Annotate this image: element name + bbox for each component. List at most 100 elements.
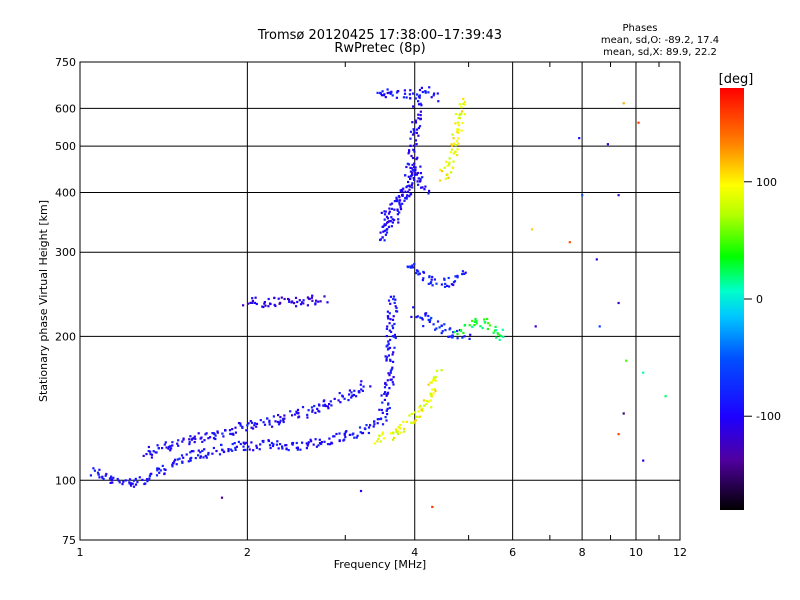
echo-point: [486, 317, 489, 321]
echo-point: [451, 334, 454, 337]
echo-point: [418, 272, 421, 275]
x-tick-label: 1: [77, 546, 84, 559]
echo-point: [96, 471, 100, 474]
echo-point: [404, 197, 407, 200]
echo-point: [141, 478, 144, 481]
echo-point: [387, 340, 390, 343]
echo-point: [350, 396, 353, 399]
echo-point: [397, 218, 400, 221]
echo-point: [398, 201, 401, 204]
echo-point: [481, 327, 484, 330]
echo-point: [443, 285, 447, 288]
echo-point: [408, 93, 411, 96]
echo-point: [425, 403, 428, 406]
y-tick-label: 300: [55, 246, 76, 259]
echo-point: [268, 423, 271, 426]
echo-point: [396, 432, 400, 435]
echo-point: [408, 184, 411, 187]
echo-point: [430, 381, 433, 384]
echo-point: [197, 449, 200, 452]
echo-point: [282, 417, 285, 420]
echo-point: [227, 450, 230, 453]
echo-point: [263, 302, 266, 305]
echo-point: [451, 336, 454, 339]
echo-point: [459, 329, 463, 332]
colorbar-label: [deg]: [719, 72, 754, 87]
echo-point: [412, 148, 415, 151]
echo-point: [454, 122, 457, 125]
echo-point: [495, 336, 498, 339]
echo-point: [348, 389, 351, 392]
echo-point: [307, 441, 310, 444]
echo-point: [259, 419, 262, 422]
echo-point: [129, 484, 133, 487]
echo-point: [287, 297, 290, 301]
echo-point: [460, 106, 463, 109]
echo-point: [156, 467, 159, 470]
x-axis-label: Frequency [MHz]: [334, 558, 426, 571]
echo-point: [385, 228, 388, 231]
echo-point: [253, 422, 256, 425]
echo-point: [430, 316, 433, 320]
echo-point: [381, 236, 384, 239]
echo-point: [295, 305, 298, 308]
echo-point: [408, 188, 411, 191]
echo-point: [390, 330, 393, 333]
echo-point: [161, 447, 164, 450]
echo-point: [193, 441, 196, 444]
echo-point: [98, 468, 101, 471]
echo-point: [427, 383, 430, 386]
echo-point: [362, 385, 365, 388]
echo-point: [202, 456, 205, 459]
echo-point: [413, 162, 416, 165]
echo-point: [432, 323, 435, 326]
echo-point: [373, 420, 376, 423]
echo-point: [381, 411, 384, 414]
echo-point: [387, 403, 390, 406]
echo-point: [116, 477, 119, 481]
echo-point: [251, 301, 254, 304]
echo-point: [171, 465, 174, 468]
echo-point: [414, 139, 417, 142]
echo-point: [637, 121, 640, 124]
echo-point: [448, 157, 451, 160]
echo-point: [391, 94, 394, 97]
echo-point: [463, 323, 467, 327]
echo-point: [419, 415, 422, 418]
echo-point: [247, 445, 250, 448]
echo-point: [400, 188, 404, 191]
echo-point: [440, 369, 443, 372]
echo-point: [424, 312, 427, 315]
echo-point: [389, 302, 392, 305]
echo-point: [161, 464, 164, 467]
x-tick-label: 10: [629, 546, 643, 559]
echo-point: [434, 328, 437, 331]
plot-grid: [80, 62, 680, 540]
echo-point: [177, 444, 180, 447]
echo-point: [379, 440, 382, 443]
echo-point: [270, 441, 273, 445]
echo-point: [430, 406, 433, 409]
echo-point: [417, 126, 420, 130]
echo-point: [105, 472, 108, 476]
echo-point: [391, 353, 394, 356]
echo-point: [448, 161, 451, 164]
echo-point: [279, 443, 282, 446]
echo-point: [387, 354, 390, 357]
echo-point: [409, 89, 412, 92]
echo-point: [389, 371, 392, 374]
echo-point: [445, 160, 448, 163]
echo-point: [247, 302, 250, 305]
echo-point: [250, 426, 253, 429]
echo-point: [452, 283, 455, 287]
echo-point: [475, 320, 478, 323]
echo-point: [408, 150, 411, 153]
echo-point: [419, 102, 422, 105]
echo-point: [199, 455, 202, 458]
echo-point: [383, 213, 387, 216]
echo-point: [459, 112, 462, 115]
echo-point: [181, 440, 184, 443]
echo-point: [410, 412, 413, 415]
x-tick-label: 4: [411, 546, 418, 559]
x-axis-ticks: 1 2 4 6 8 10 12: [77, 62, 687, 559]
